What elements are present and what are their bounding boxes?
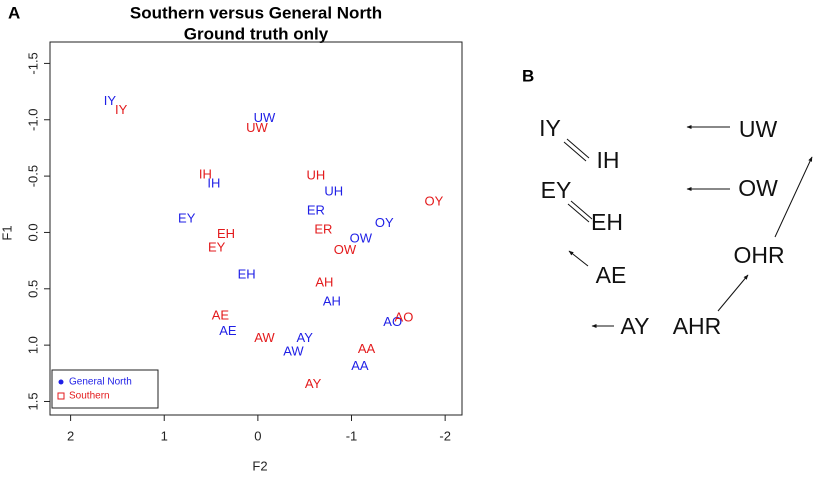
panel-label: B [522, 66, 534, 85]
chart-subtitle: Ground truth only [184, 24, 329, 43]
point-label: AY [296, 330, 313, 345]
point-label: AO [383, 314, 402, 329]
point-label: EH [217, 226, 235, 241]
x-tick-label: 2 [67, 428, 74, 443]
diagram-node: OHR [733, 242, 784, 268]
y-tick-label: -1.5 [25, 52, 40, 74]
legend-label: General North [69, 377, 132, 388]
point-label: AE [212, 307, 230, 322]
point-label: IH [199, 166, 212, 181]
diagram-node: IH [597, 147, 620, 173]
legend-label: Southern [69, 391, 110, 402]
point-label: AW [254, 330, 275, 345]
y-tick-label: 0.0 [25, 223, 40, 241]
panel-label: A [8, 3, 20, 22]
x-tick-label: -1 [346, 428, 358, 443]
legend-box [51, 369, 159, 409]
x-tick-label: 1 [161, 428, 168, 443]
point-label: EH [238, 267, 256, 282]
point-label: AA [351, 358, 369, 373]
diagram-node: IY [539, 115, 561, 141]
point-label: ER [307, 202, 325, 217]
point-label: IY [104, 93, 117, 108]
point-label: AO [395, 310, 414, 325]
point-label: OY [375, 215, 394, 230]
link [566, 138, 590, 159]
point-label: OW [350, 231, 373, 246]
arrow [568, 250, 589, 267]
point-label: OW [334, 242, 357, 257]
x-tick-label: 0 [254, 428, 261, 443]
arrow [774, 156, 813, 238]
diagram-node: AHR [673, 313, 722, 339]
point-label: EY [178, 210, 196, 225]
point-label: UW [254, 110, 276, 125]
point-label: OY [425, 193, 444, 208]
point-label: ER [314, 222, 332, 237]
legend-marker [57, 392, 65, 400]
y-tick-label: 1.0 [25, 336, 40, 354]
chart-title: Southern versus General North [130, 3, 382, 22]
legend-marker [58, 379, 64, 385]
diagram-node: EY [541, 177, 572, 203]
link [563, 141, 587, 162]
point-label: IY [115, 102, 128, 117]
link [567, 203, 590, 223]
point-label: UH [324, 183, 343, 198]
point-label: IH [207, 175, 220, 190]
plot-frame [49, 41, 463, 416]
link [570, 200, 593, 220]
y-axis-label: F1 [0, 225, 14, 240]
diagram-node: AE [596, 262, 627, 288]
diagram-node: OW [738, 175, 778, 201]
point-label: AH [315, 275, 333, 290]
y-tick-label: 0.5 [25, 280, 40, 298]
diagram-node: UW [739, 116, 778, 142]
x-axis-label: F2 [252, 458, 267, 473]
point-label: AA [358, 341, 376, 356]
diagram-node: EH [591, 209, 623, 235]
x-tick-label: -2 [439, 428, 451, 443]
point-label: UW [246, 120, 268, 135]
point-label: EY [208, 240, 226, 255]
y-tick-label: -1.0 [25, 109, 40, 131]
point-label: UH [307, 168, 326, 183]
point-label: AY [305, 376, 322, 391]
y-tick-label: -0.5 [25, 165, 40, 187]
diagram: B IY IH EY EH AE AY AHR OHR OW UW [522, 66, 813, 339]
point-label: AH [323, 294, 341, 309]
y-tick-label: 1.5 [25, 392, 40, 410]
point-label: AW [283, 343, 304, 358]
arrow [717, 274, 749, 312]
diagram-node: AY [621, 313, 650, 339]
point-label: AE [219, 323, 237, 338]
